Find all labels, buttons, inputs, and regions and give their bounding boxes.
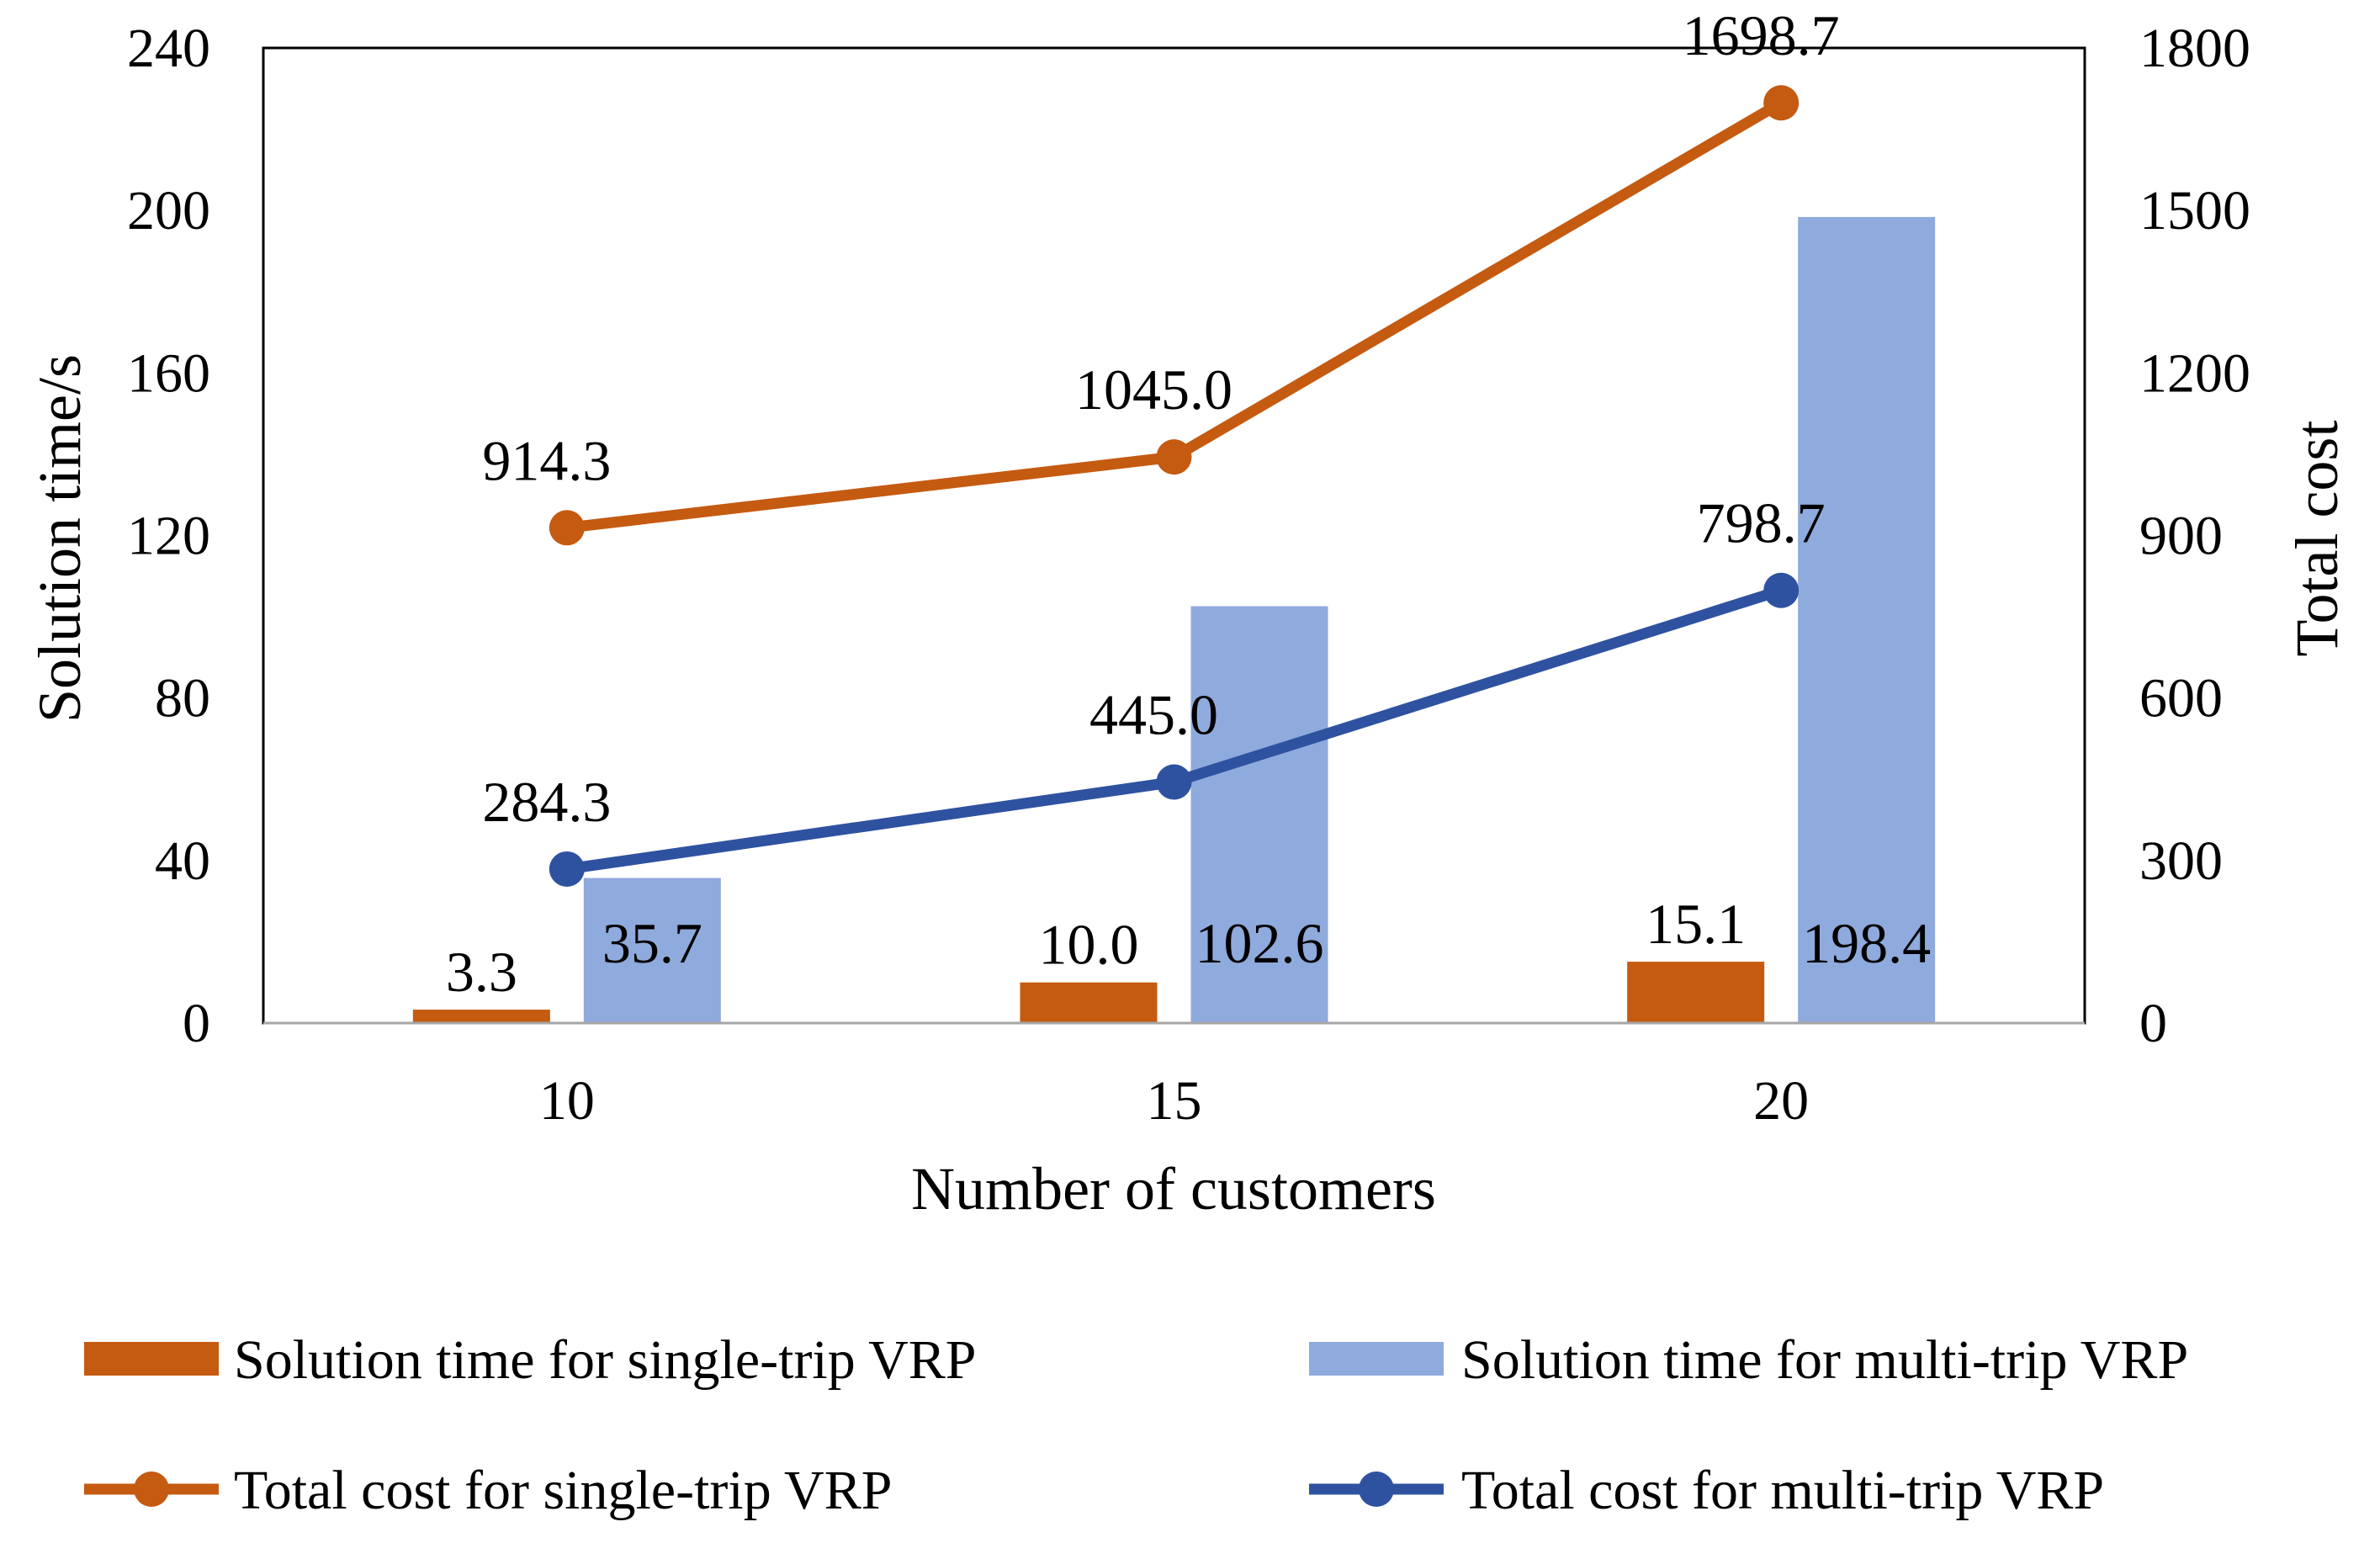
line-label-multi-15: 445.0 xyxy=(1089,682,1218,746)
line-label-single-15: 1045.0 xyxy=(1075,358,1232,422)
y-right-tick-1800: 1800 xyxy=(2139,18,2250,79)
x-tick-10: 10 xyxy=(539,1070,595,1132)
bar-label-single-10: 3.3 xyxy=(446,940,517,1004)
y-left-tick-240: 240 xyxy=(127,18,210,79)
bar-multi-10 xyxy=(583,878,721,1023)
marker-single-10 xyxy=(549,510,585,546)
legend-label-single-line: Total cost for single-trip VRP xyxy=(234,1460,892,1521)
line-label-multi-10: 284.3 xyxy=(482,770,611,834)
y-left-tick-0: 0 xyxy=(183,993,210,1054)
bar-label-multi-15: 102.6 xyxy=(1195,911,1324,975)
y-axis-right-title: Total cost xyxy=(2283,421,2351,657)
marker-single-20 xyxy=(1763,85,1800,121)
y-left-tick-120: 120 xyxy=(127,506,210,567)
marker-multi-10 xyxy=(549,851,585,887)
x-axis-title: Number of customers xyxy=(911,1155,1436,1222)
y-right-tick-1500: 1500 xyxy=(2139,180,2250,241)
y-axis-left-title: Solution time/s xyxy=(26,354,93,723)
bar-label-multi-10: 35.7 xyxy=(602,911,702,975)
x-tick-15: 15 xyxy=(1147,1070,1202,1132)
legend-swatch-single-bar xyxy=(84,1342,219,1376)
y-right-tick-600: 600 xyxy=(2139,668,2223,729)
bar-label-single-20: 15.1 xyxy=(1646,892,1746,956)
y-left-tick-160: 160 xyxy=(127,342,210,404)
y-left-tick-200: 200 xyxy=(127,180,210,241)
legend-item-single-bar: Solution time for single-trip VRP xyxy=(84,1329,976,1391)
legend: Solution time for single-trip VRP Soluti… xyxy=(84,1329,2188,1521)
bar-single-10 xyxy=(412,1010,550,1023)
bar-label-multi-20: 198.4 xyxy=(1802,911,1931,975)
y-left-tick-40: 40 xyxy=(155,830,210,892)
x-tick-20: 20 xyxy=(1753,1070,1809,1132)
y-right-tick-0: 0 xyxy=(2139,993,2167,1054)
bar-single-15 xyxy=(1020,982,1158,1023)
bar-multi-20 xyxy=(1798,216,1936,1024)
legend-marker-single xyxy=(134,1471,169,1507)
y-right-tick-300: 300 xyxy=(2139,830,2223,892)
bar-label-single-15: 10.0 xyxy=(1039,913,1139,977)
legend-item-multi-line: Total cost for multi-trip VRP xyxy=(1309,1460,2104,1521)
bar-single-20 xyxy=(1627,962,1765,1023)
y-left-tick-80: 80 xyxy=(155,668,210,729)
bar-multi-15 xyxy=(1190,606,1328,1023)
line-label-single-20: 1698.7 xyxy=(1683,3,1840,67)
legend-label-multi-line: Total cost for multi-trip VRP xyxy=(1461,1460,2104,1521)
y-right-tick-900: 900 xyxy=(2139,506,2223,567)
marker-multi-20 xyxy=(1763,572,1800,608)
legend-item-single-line: Total cost for single-trip VRP xyxy=(84,1460,892,1521)
legend-marker-multi xyxy=(1359,1471,1394,1507)
line-label-single-10: 914.3 xyxy=(482,428,611,492)
legend-item-multi-bar: Solution time for multi-trip VRP xyxy=(1309,1329,2188,1391)
y-right-tick-1200: 1200 xyxy=(2139,342,2250,404)
line-label-multi-20: 798.7 xyxy=(1697,491,1826,555)
legend-label-multi-bar: Solution time for multi-trip VRP xyxy=(1461,1329,2188,1391)
marker-single-15 xyxy=(1156,439,1192,475)
legend-swatch-multi-bar xyxy=(1309,1342,1444,1376)
legend-label-single-bar: Solution time for single-trip VRP xyxy=(234,1329,976,1391)
marker-multi-15 xyxy=(1156,764,1192,800)
